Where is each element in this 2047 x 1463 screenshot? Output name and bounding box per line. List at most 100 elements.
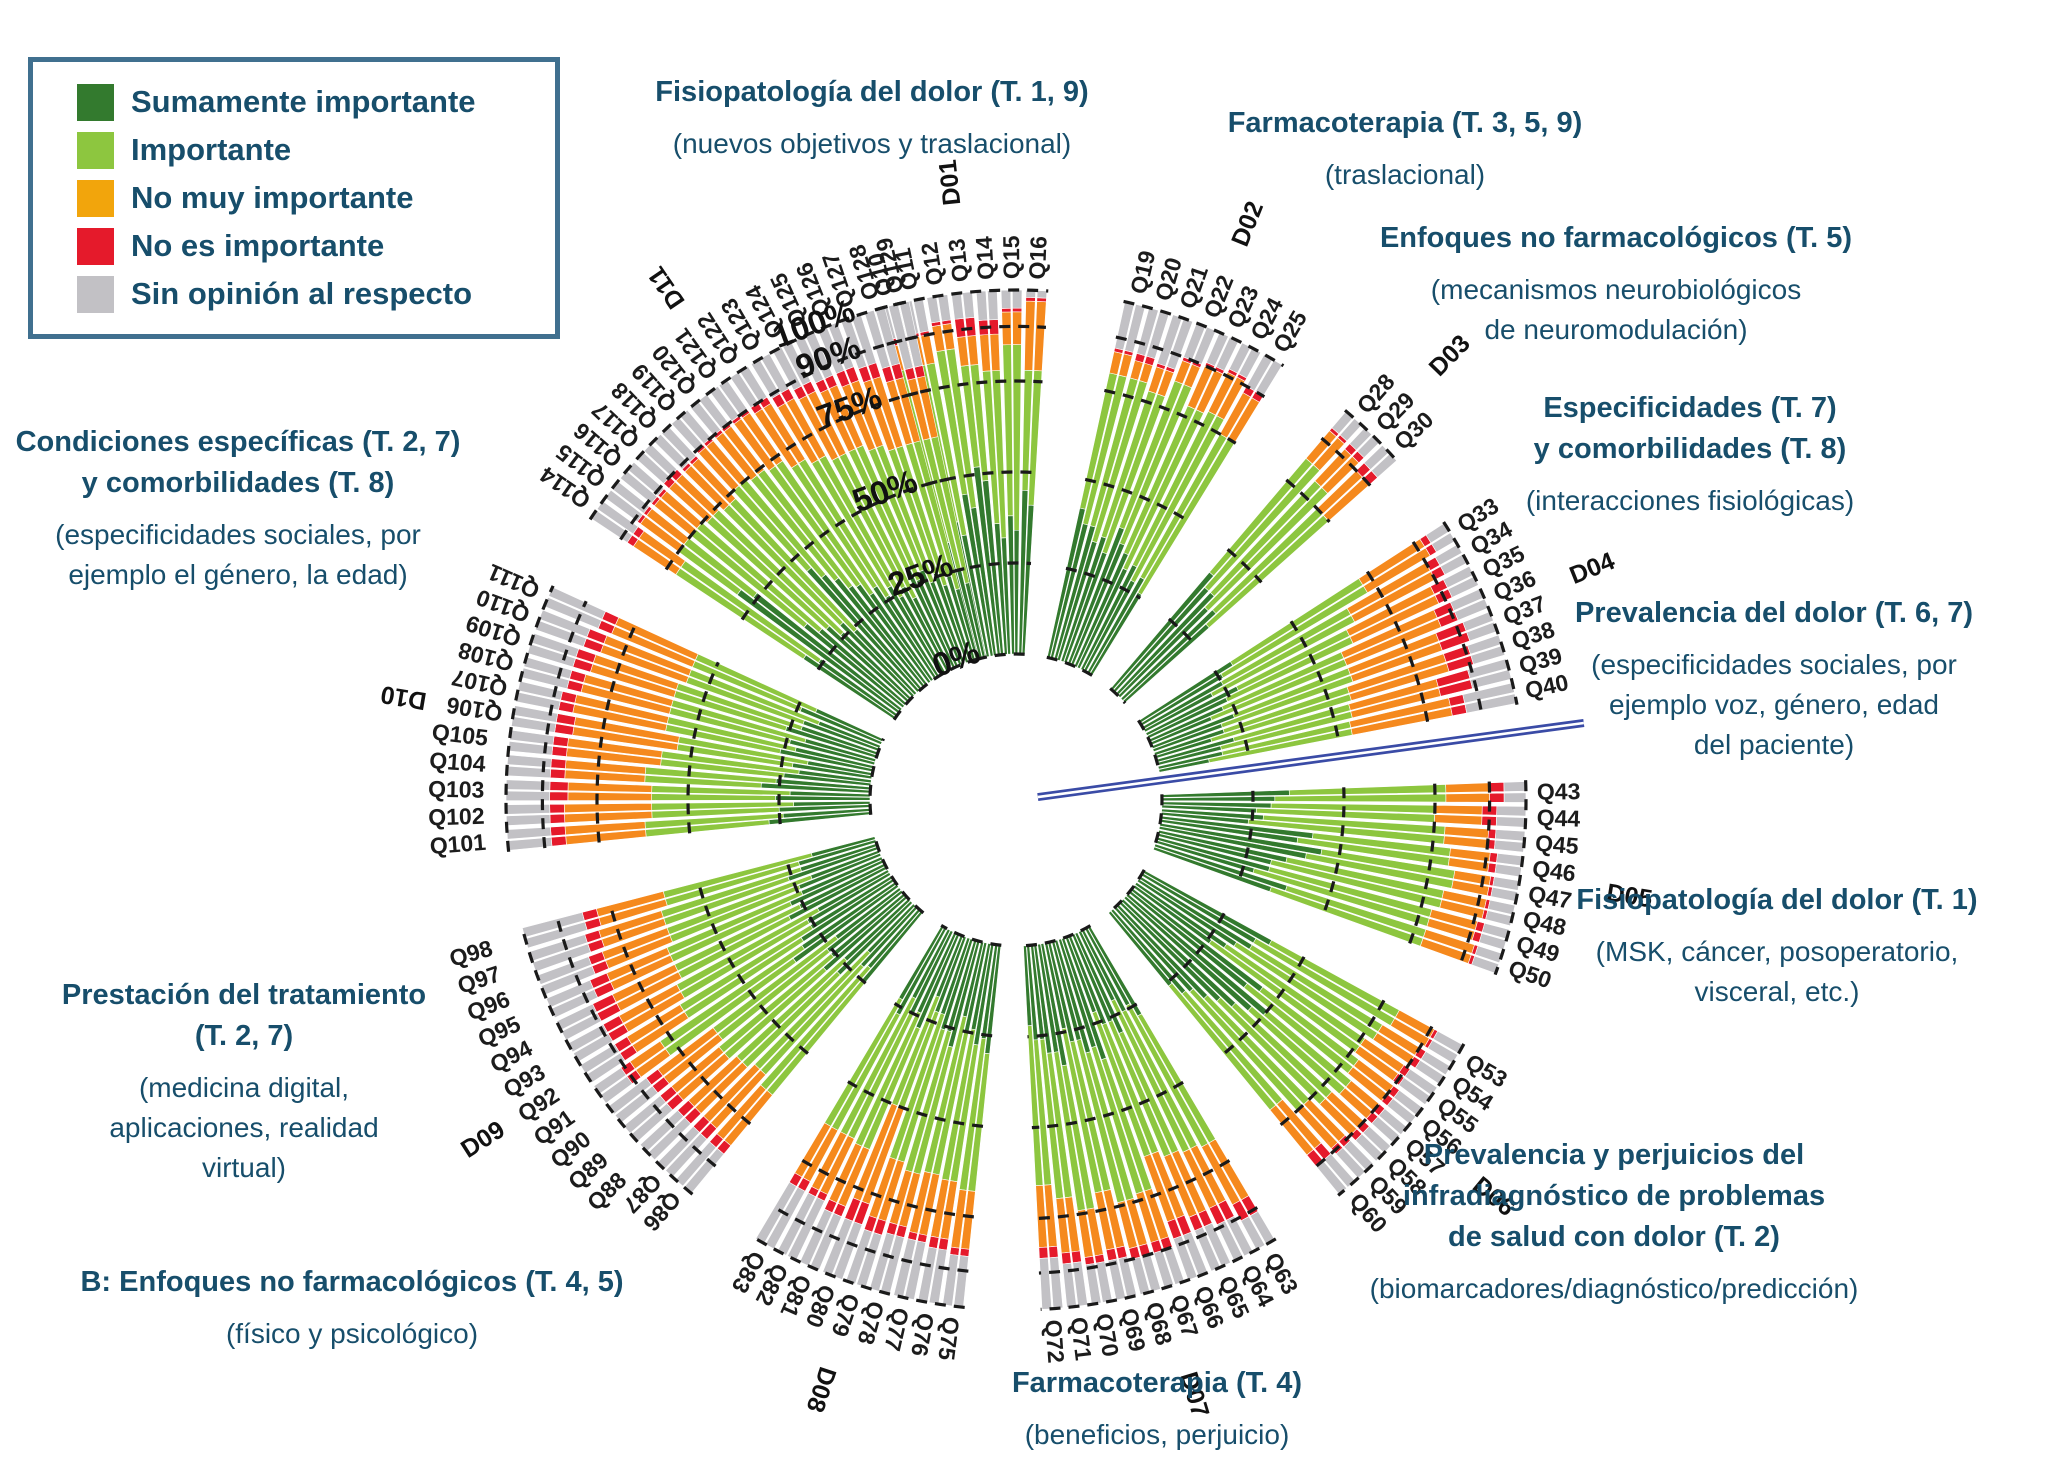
bar-segment bbox=[1173, 1235, 1198, 1281]
legend-item-label: Importante bbox=[131, 132, 292, 167]
importante-swatch-icon bbox=[77, 131, 114, 169]
bar-segment bbox=[567, 781, 653, 793]
bar-segment bbox=[1386, 1098, 1417, 1125]
gridline-100pct bbox=[1442, 521, 1519, 705]
annotation-specific-conditions: Condiciones específicas (T. 2, 7) y comor… bbox=[16, 422, 461, 595]
bar-segment bbox=[552, 735, 569, 747]
bar-segment bbox=[760, 353, 790, 394]
gridline-75pct bbox=[1365, 570, 1430, 722]
bar-segment bbox=[942, 1253, 959, 1307]
gridline-90pct bbox=[772, 1205, 969, 1273]
gridline-100pct bbox=[876, 288, 1049, 311]
legend-item-label: Sumamente importante bbox=[131, 84, 476, 119]
domain-label-D11: D11 bbox=[642, 261, 690, 314]
bar-segment bbox=[1107, 1258, 1126, 1301]
gridline-0pct bbox=[1137, 719, 1162, 774]
bar-segment bbox=[1494, 863, 1522, 878]
gridline-50pct bbox=[926, 470, 1037, 486]
bar-segment bbox=[1431, 532, 1456, 553]
legend-item-label: Sin opinión al respecto bbox=[131, 276, 473, 311]
annotation-note-line: (nuevos objetivos y traslacional) bbox=[672, 128, 1072, 159]
bar-segment bbox=[1033, 301, 1047, 372]
bar-segment bbox=[619, 470, 658, 504]
no_es_importante-swatch-icon bbox=[77, 227, 114, 265]
q-label-Q104: Q104 bbox=[428, 747, 486, 777]
bar-segment bbox=[561, 1012, 602, 1041]
annotation-pharmacotherapy-top: Farmacoterapia (T. 3, 5, 9) (traslacional… bbox=[1228, 103, 1583, 195]
bar-segment bbox=[596, 500, 639, 535]
bar-segment bbox=[1496, 805, 1527, 817]
bar-segment bbox=[1001, 311, 1012, 346]
bar-segment bbox=[888, 303, 914, 370]
gridline-25pct bbox=[816, 566, 968, 671]
gridline-75pct bbox=[1279, 999, 1386, 1127]
annotation-title-line: Farmacoterapia (T. 4) bbox=[1011, 1367, 1303, 1399]
legend-item-no_muy_importante: No muy importante bbox=[77, 174, 545, 222]
q-label-Q46: Q46 bbox=[1531, 855, 1578, 886]
bar-segment bbox=[564, 811, 653, 823]
bar-segment bbox=[956, 336, 970, 367]
q-label-Q14: Q14 bbox=[971, 236, 999, 281]
domain-label-D01: D01 bbox=[934, 158, 967, 207]
gridline-25pct bbox=[1027, 1002, 1138, 1039]
q-label-Q45: Q45 bbox=[1534, 830, 1580, 859]
bar-segment bbox=[964, 316, 977, 337]
q-label-Q71: Q71 bbox=[1066, 1316, 1097, 1362]
bar-segment bbox=[1404, 1068, 1438, 1096]
bar-segment bbox=[505, 790, 551, 801]
bar-segment bbox=[1012, 289, 1023, 309]
annotation-note-line: ejemplo voz, género, edad bbox=[1609, 689, 1939, 720]
gridline-25pct bbox=[1237, 790, 1255, 882]
gridline-75pct bbox=[1036, 1159, 1231, 1221]
bar-segment bbox=[1496, 853, 1524, 867]
bar-segment bbox=[1434, 804, 1483, 816]
annotation-note-line: (especificidades sociales, por bbox=[1591, 649, 1957, 680]
domain-label-D02: D02 bbox=[1226, 197, 1269, 250]
bar-segment bbox=[1240, 1216, 1266, 1251]
bar-segment bbox=[1494, 829, 1526, 842]
annotation-note-line: (especificidades sociales, por bbox=[55, 519, 421, 550]
gridline-0pct bbox=[1109, 687, 1127, 705]
bar-segment bbox=[555, 713, 576, 726]
bar-segment bbox=[1105, 1247, 1118, 1262]
gridline-25pct bbox=[784, 858, 867, 985]
gridline-100pct bbox=[753, 1236, 965, 1310]
bar-segment bbox=[599, 1075, 633, 1104]
section-divider-line-inner bbox=[1037, 721, 1584, 799]
bar-segment bbox=[864, 309, 891, 369]
gridline-50pct bbox=[1222, 956, 1306, 1056]
bar-segment bbox=[545, 979, 594, 1008]
annotation-note-line: (físico y psicológico) bbox=[225, 1318, 479, 1349]
bar-segment bbox=[554, 723, 575, 736]
gridline-25pct bbox=[777, 699, 803, 825]
gridline-75pct bbox=[595, 623, 638, 843]
bar-segment bbox=[794, 335, 824, 384]
domain-label-D09: D09 bbox=[456, 1115, 510, 1163]
bar-segment bbox=[558, 701, 575, 714]
gridline-0pct bbox=[873, 835, 925, 915]
bar-segment bbox=[1061, 1251, 1072, 1265]
bar-segment bbox=[1445, 793, 1490, 803]
annotation-note-line: del paciente) bbox=[1693, 729, 1855, 760]
annotation-b-non-pharmacological: B: Enfoques no farmacológicos (T. 4, 5) (… bbox=[80, 1262, 623, 1354]
annotation-note-line: de neuromodulación) bbox=[1484, 314, 1748, 345]
annotation-treatment-delivery: Prestación del tratamiento (T. 2, 7) (medi… bbox=[62, 975, 426, 1188]
bar-segment bbox=[851, 313, 877, 366]
gridline-100pct bbox=[1493, 780, 1528, 976]
bar-segment bbox=[1228, 342, 1252, 374]
bar-segment bbox=[832, 1221, 863, 1280]
gridline-100pct bbox=[1040, 1237, 1277, 1311]
annotation-note-line: visceral, etc.) bbox=[1694, 976, 1860, 1007]
annotation-title-line: Especificidades (T. 7) bbox=[1543, 392, 1837, 424]
gridline-0pct bbox=[1107, 869, 1146, 915]
annotation-title-line: de salud con dolor (T. 2) bbox=[1448, 1221, 1780, 1253]
bar-segment bbox=[1117, 606, 1209, 699]
legend-item-no_es_importante: No es importante bbox=[77, 222, 545, 270]
gridline-75pct bbox=[800, 1158, 975, 1219]
legend-item-label: No es importante bbox=[131, 228, 385, 263]
gridline-0pct bbox=[868, 738, 885, 815]
bar-segment bbox=[989, 333, 1001, 372]
gridline-90pct bbox=[1320, 436, 1372, 487]
bar-segment bbox=[1012, 311, 1023, 345]
annotation-title-line: y comorbilidades (T. 8) bbox=[81, 467, 395, 499]
